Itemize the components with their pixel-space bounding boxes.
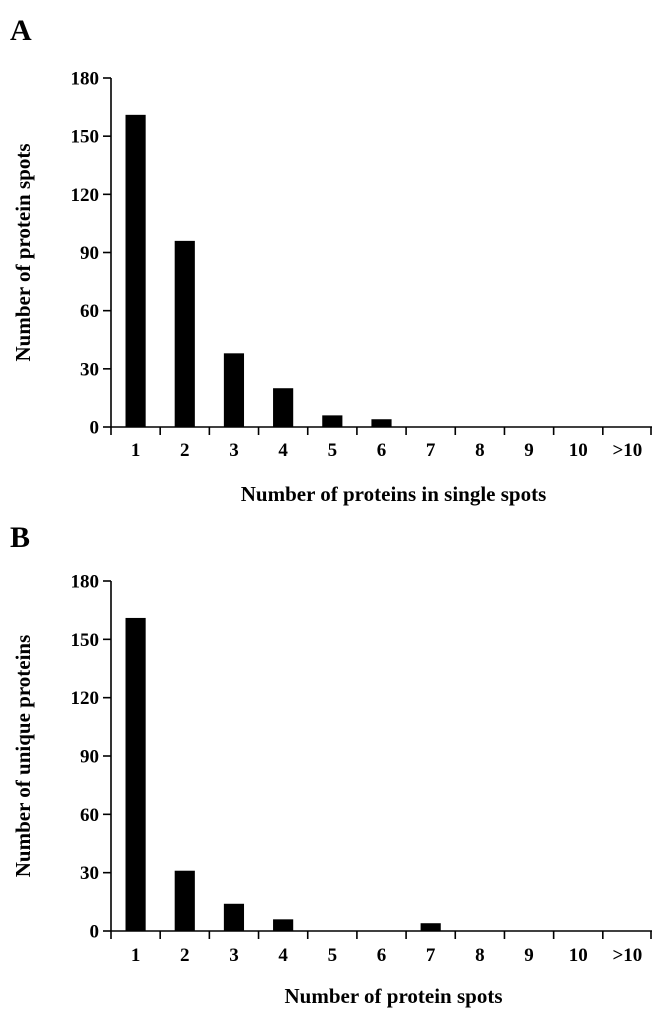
y-tick-label: 150 xyxy=(71,630,100,651)
x-axis-title: Number of protein spots xyxy=(285,984,503,1008)
x-tick-label: 3 xyxy=(229,440,239,461)
x-tick-label: 7 xyxy=(426,440,436,461)
y-tick-label: 60 xyxy=(80,301,99,322)
x-tick-label: 9 xyxy=(524,440,534,461)
y-tick-label: 60 xyxy=(80,805,99,826)
x-axis-title: Number of proteins in single spots xyxy=(241,482,547,506)
x-tick-label: 6 xyxy=(377,440,387,461)
y-tick-label: 0 xyxy=(90,922,100,943)
bar xyxy=(223,353,245,427)
y-tick-label: 150 xyxy=(71,127,100,148)
x-tick-label: 5 xyxy=(328,440,338,461)
bar xyxy=(174,240,195,427)
x-tick-label: 7 xyxy=(426,945,436,966)
x-tick-label: 6 xyxy=(377,945,387,966)
y-tick-label: 30 xyxy=(80,359,99,380)
y-tick-label: 120 xyxy=(71,185,100,206)
y-axis-title: Number of protein spots xyxy=(11,144,35,362)
panel-label: B xyxy=(10,521,30,554)
y-tick-label: 0 xyxy=(90,418,100,439)
x-tick-label: 2 xyxy=(180,440,190,461)
x-tick-label: >10 xyxy=(612,945,642,966)
x-tick-label: 5 xyxy=(328,945,338,966)
x-tick-label: 4 xyxy=(278,945,288,966)
bar xyxy=(322,415,343,427)
x-tick-label: >10 xyxy=(612,440,642,461)
y-tick-label: 180 xyxy=(71,69,100,90)
bar xyxy=(125,114,146,427)
y-tick-label: 30 xyxy=(80,863,99,884)
x-tick-label: 1 xyxy=(131,945,141,966)
x-tick-label: 3 xyxy=(229,945,239,966)
y-axis-title: Number of unique proteins xyxy=(11,635,35,878)
panel-label: A xyxy=(10,14,32,47)
bar xyxy=(371,419,392,427)
x-tick-label: 4 xyxy=(278,440,288,461)
x-tick-label: 8 xyxy=(475,440,485,461)
chart-panel-b: B 0 30 60 90 120 150 180 1 2 3 4 5 6 7 8 9 10 >10 Number of… xyxy=(10,521,652,1008)
y-tick-label: 120 xyxy=(71,688,100,709)
bar xyxy=(273,388,294,427)
bar xyxy=(125,617,146,931)
x-tick-label: 10 xyxy=(569,440,588,461)
x-tick-label: 10 xyxy=(569,945,588,966)
y-tick-label: 90 xyxy=(80,243,99,264)
bar xyxy=(223,903,245,931)
bar xyxy=(273,919,294,931)
y-tick-label: 180 xyxy=(71,572,100,593)
y-tick-label: 90 xyxy=(80,747,99,768)
x-tick-label: 1 xyxy=(131,440,141,461)
x-tick-label: 2 xyxy=(180,945,190,966)
bar xyxy=(420,923,441,931)
bar xyxy=(174,870,195,931)
chart-panel-a: A 0 30 60 90 120 150 180 1 2 3 4 5 6 7 8 9 10 >10 Number of… xyxy=(10,14,652,506)
x-tick-label: 9 xyxy=(524,945,534,966)
x-tick-label: 8 xyxy=(475,945,485,966)
